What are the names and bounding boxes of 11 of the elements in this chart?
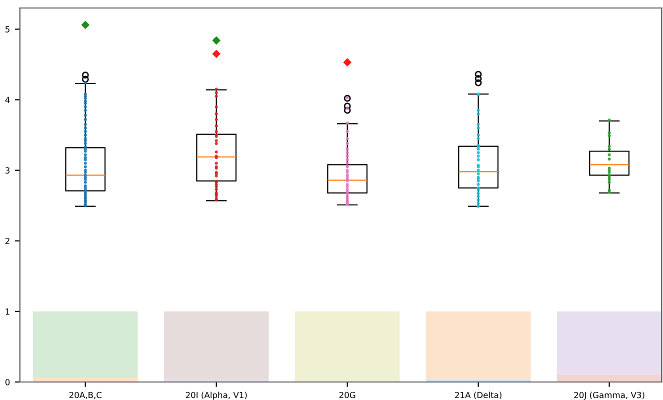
- y-tick-label: 4: [5, 96, 10, 103]
- x-tick-label: 20A,B,C: [69, 392, 102, 400]
- x-tick-label: 21A (Delta): [455, 392, 502, 400]
- y-tick-label: 5: [6, 26, 10, 32]
- x-tick-label: 20G: [339, 392, 356, 398]
- x-tick-label: 20J (Gamma, V3): [574, 392, 644, 400]
- x-tick-label: 20I (Alpha, V1): [186, 392, 247, 400]
- y-tick-label: 2: [5, 238, 10, 244]
- y-tick-label: 3: [6, 167, 10, 174]
- y-tick-label: 0: [5, 378, 10, 386]
- y-tick-label: 1: [6, 308, 10, 315]
